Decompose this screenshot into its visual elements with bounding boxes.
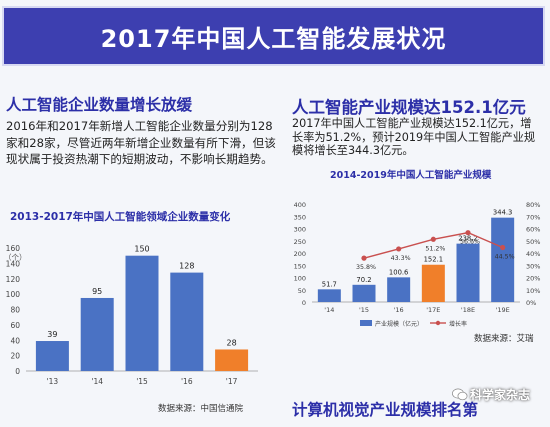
- y-tick-label: 150: [294, 262, 306, 270]
- bar: [215, 349, 249, 371]
- legend-line-label: 增长率: [449, 320, 467, 328]
- watermark-text: 科学家杂志: [470, 388, 531, 402]
- growth-rate-point: [500, 244, 506, 251]
- data-label: 128: [179, 262, 194, 271]
- x-tick-label: '18E: [461, 306, 475, 314]
- y-tick-label: 160: [6, 244, 21, 253]
- y2-tick-label: 70%: [526, 213, 540, 221]
- x-tick-label: '15: [359, 306, 369, 314]
- bar: [35, 341, 69, 371]
- bar: [125, 255, 159, 371]
- left-section-paragraph: 2016年和2017年新增人工智能企业数量分别为128家和28家，尽管近两年新增…: [6, 119, 276, 166]
- y2-tick-label: 40%: [526, 250, 540, 258]
- legend-bar-label: 产业规模（亿元）: [375, 320, 423, 328]
- y2-tick-label: 0%: [526, 299, 536, 307]
- growth-data-label: 51.2%: [425, 245, 445, 252]
- bar-data-label: 344.3: [493, 209, 512, 217]
- growth-rate-point: [361, 255, 367, 261]
- y-tick-label: 250: [294, 238, 306, 246]
- growth-data-label: 44.5%: [495, 253, 515, 260]
- y-tick-label: 80: [10, 306, 20, 315]
- y2-tick-label: 20%: [526, 275, 540, 283]
- left-chart-source: 数据来源：中国信通院: [158, 404, 244, 414]
- y2-tick-label: 50%: [526, 238, 540, 246]
- data-label: 28: [227, 338, 237, 347]
- bar: [170, 272, 204, 371]
- y-tick-label: 60: [10, 321, 20, 330]
- growth-data-label: 56.6%: [460, 239, 480, 246]
- x-tick-label: '17: [226, 377, 238, 386]
- chart-title: 2013-2017年中国人工智能领域企业数量变化: [10, 210, 231, 223]
- y-tick-label: 100: [294, 275, 306, 283]
- x-tick-label: '19E: [496, 306, 510, 314]
- right-section-paragraph: 2017年中国人工智能产业规模达152.1亿元，增长率为51.2%，预计2019…: [292, 117, 536, 157]
- bar: [491, 217, 515, 302]
- bar: [80, 297, 114, 371]
- growth-rate-point: [396, 246, 402, 252]
- wechat-logo-icon: [452, 388, 468, 404]
- y-tick-label: 120: [6, 275, 21, 284]
- y-tick-label: 200: [294, 250, 306, 258]
- legend-line-marker: [435, 320, 441, 326]
- bar-data-label: 238.2: [458, 235, 477, 243]
- x-tick-label: '14: [91, 377, 103, 386]
- bar-data-label: 70.2: [356, 276, 371, 284]
- bottom-section-heading: 计算机视觉产业规模排名第: [292, 401, 479, 419]
- x-tick-label: '17E: [426, 306, 440, 314]
- growth-rate-point: [430, 236, 436, 242]
- y-tick-label: 0: [302, 299, 306, 307]
- x-tick-label: '13: [47, 377, 59, 386]
- y-tick-label: 0: [15, 367, 20, 376]
- bar-data-label: 51.7: [322, 280, 337, 288]
- bar: [387, 277, 411, 302]
- legend-bar-swatch: [360, 320, 372, 326]
- bar: [421, 264, 445, 302]
- chart-title: 2014-2019年中国人工智能产业规模: [330, 169, 492, 181]
- y-tick-label: 40: [10, 336, 20, 345]
- x-tick-label: '16: [181, 377, 193, 386]
- data-label: 39: [47, 330, 57, 339]
- title-banner: 2017年中国人工智能发展状况: [2, 6, 545, 66]
- industry-scale-chart: 2014-2019年中国人工智能产业规模 0 50 100 150 200 250 300 35…: [294, 169, 541, 328]
- y2-tick-label: 10%: [526, 287, 540, 295]
- y-tick-label: 400: [294, 201, 306, 209]
- y-tick-label: 50: [298, 287, 306, 295]
- y2-tick-label: 80%: [526, 201, 540, 209]
- watermark: 科学家杂志: [452, 386, 530, 404]
- data-label: 150: [134, 245, 149, 254]
- right-section-heading: 人工智能产业规模达152.1亿元: [292, 98, 526, 117]
- y-tick-label: 20: [10, 352, 20, 361]
- x-tick-label: '14: [324, 306, 334, 314]
- x-tick-label: '15: [136, 377, 148, 386]
- bar: [317, 289, 341, 302]
- data-label: 95: [92, 287, 102, 296]
- bar: [456, 243, 480, 302]
- y2-tick-label: 30%: [526, 262, 540, 270]
- bar-data-label: 100.6: [389, 268, 408, 276]
- left-section-heading: 人工智能企业数量增长放缓: [6, 96, 193, 114]
- page-title: 2017年中国人工智能发展状况: [100, 24, 447, 53]
- right-chart-source: 数据来源：艾瑞: [474, 334, 534, 344]
- bar-data-label: 152.1: [424, 256, 443, 264]
- y-tick-label: 300: [294, 226, 306, 234]
- y-axis-unit: （个）: [4, 253, 27, 262]
- growth-data-label: 43.3%: [391, 255, 411, 262]
- y-tick-label: 350: [294, 213, 306, 221]
- x-tick-label: '16: [394, 306, 404, 314]
- growth-data-label: 35.8%: [356, 264, 376, 271]
- y2-tick-label: 60%: [526, 226, 540, 234]
- growth-rate-point: [465, 230, 471, 236]
- bar: [352, 284, 376, 302]
- y-tick-label: 100: [6, 290, 21, 299]
- enterprise-count-chart: 2013-2017年中国人工智能领域企业数量变化 （个） 0 20 40 60 80 100 1…: [4, 210, 258, 386]
- y-tick-label: 140: [6, 259, 21, 268]
